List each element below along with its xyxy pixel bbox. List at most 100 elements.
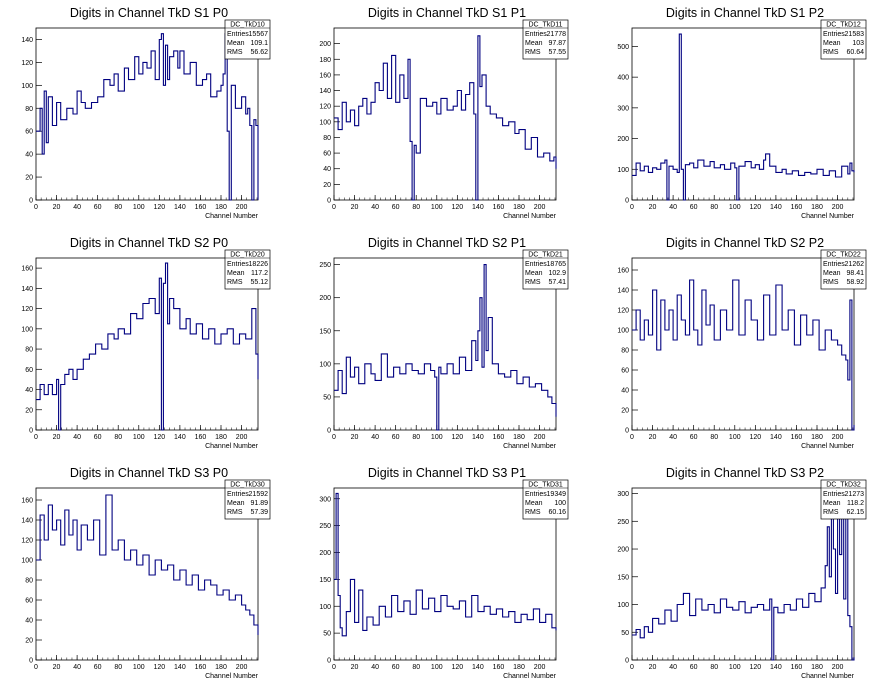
x-tick-label: 160 — [791, 434, 803, 441]
x-tick-label: 180 — [513, 434, 525, 441]
stats-value-rms: 57.55 — [548, 49, 566, 56]
y-tick-label: 120 — [617, 308, 629, 315]
x-tick-label: 120 — [451, 204, 463, 211]
y-tick-label: 0 — [327, 658, 331, 665]
histogram-pad-6: Digits in Channel TkD S2 P2 0 20 40 60 80 100 1… — [596, 230, 894, 460]
plot-title: Digits in Channel TkD S1 P1 — [368, 6, 526, 20]
x-tick-label: 200 — [236, 664, 248, 671]
x-tick-label: 40 — [371, 204, 379, 211]
x-tick-label: 20 — [649, 434, 657, 441]
y-tick-label: 100 — [21, 326, 33, 333]
stats-value-mean: 97.87 — [548, 40, 566, 47]
y-tick-label: 140 — [319, 88, 331, 95]
stats-box — [224, 19, 271, 60]
histogram-pad-4: Digits in Channel TkD S2 P0 0 20 40 60 80 100 1… — [0, 230, 298, 460]
stats-box — [522, 479, 569, 520]
histogram-svg: Digits in Channel TkD S1 P2 0 20 40 60 80 100 1… — [617, 6, 867, 220]
y-tick-label: 150 — [319, 328, 331, 335]
y-tick-label: 50 — [323, 394, 331, 401]
x-tick-label: 40 — [371, 664, 379, 671]
stats-value-mean: 91.89 — [250, 500, 268, 507]
x-tick-label: 0 — [34, 664, 38, 671]
x-axis-label: Channel Number — [801, 213, 855, 220]
y-tick-label: 20 — [25, 407, 33, 414]
histogram-svg: Digits in Channel TkD S1 P0 0 20 40 60 80 100 1… — [21, 6, 271, 220]
x-tick-label: 100 — [729, 664, 741, 671]
x-tick-label: 0 — [34, 434, 38, 441]
y-tick-label: 160 — [21, 498, 33, 505]
x-tick-label: 20 — [351, 664, 359, 671]
stats-value-rms: 56.62 — [250, 49, 268, 56]
y-tick-label: 40 — [25, 618, 33, 625]
x-axis-label: Channel Number — [503, 443, 557, 450]
x-tick-label: 120 — [451, 664, 463, 671]
stats-label-entries: Entries — [823, 261, 845, 268]
x-tick-label: 40 — [669, 204, 677, 211]
x-tick-label: 40 — [669, 434, 677, 441]
x-tick-label: 40 — [669, 664, 677, 671]
plot-frame — [35, 257, 259, 431]
y-tick-label: 0 — [625, 428, 629, 435]
histogram-series-line — [36, 262, 259, 431]
stats-name: DC_TkD10 — [230, 22, 265, 29]
x-tick-label: 0 — [34, 204, 38, 211]
x-tick-label: 80 — [710, 664, 718, 671]
y-tick-label: 300 — [617, 491, 629, 498]
x-tick-label: 20 — [351, 434, 359, 441]
plot-title: Digits in Channel TkD S3 P2 — [666, 466, 824, 480]
y-tick-label: 80 — [25, 106, 33, 113]
x-tick-label: 0 — [332, 434, 336, 441]
plot-frame — [631, 487, 855, 661]
stats-value-mean: 103 — [852, 40, 864, 47]
y-tick-label: 0 — [29, 428, 33, 435]
y-tick-label: 120 — [21, 60, 33, 67]
x-axis-label: Channel Number — [801, 443, 855, 450]
stats-label-rms: RMS — [227, 49, 243, 56]
y-tick-label: 50 — [621, 630, 629, 637]
x-tick-label: 140 — [770, 664, 782, 671]
histogram-pad-5: Digits in Channel TkD S2 P1 0 20 40 60 80 100 1… — [298, 230, 596, 460]
y-tick-label: 60 — [25, 598, 33, 605]
y-tick-label: 60 — [323, 151, 331, 158]
stats-name: DC_TkD20 — [230, 252, 265, 259]
histogram-series-line — [632, 492, 855, 661]
x-tick-label: 80 — [114, 434, 122, 441]
stats-value-entries: 21273 — [845, 491, 865, 498]
x-tick-label: 200 — [534, 204, 546, 211]
y-tick-label: 100 — [617, 328, 629, 335]
x-tick-label: 60 — [690, 664, 698, 671]
plot-title: Digits in Channel TkD S2 P1 — [368, 236, 526, 250]
x-tick-label: 120 — [153, 434, 165, 441]
x-tick-label: 100 — [133, 204, 145, 211]
stats-label-mean: Mean — [525, 40, 543, 47]
x-tick-label: 60 — [690, 204, 698, 211]
stats-label-rms: RMS — [823, 279, 839, 286]
x-tick-label: 40 — [73, 664, 81, 671]
x-axis-label: Channel Number — [205, 673, 259, 680]
x-tick-label: 0 — [630, 664, 634, 671]
stats-label-mean: Mean — [227, 40, 245, 47]
y-tick-label: 150 — [617, 574, 629, 581]
x-tick-label: 200 — [832, 434, 844, 441]
plot-frame — [333, 257, 557, 431]
y-tick-label: 200 — [617, 547, 629, 554]
x-tick-label: 0 — [332, 664, 336, 671]
histogram-svg: Digits in Channel TkD S2 P1 0 20 40 60 80 100 1… — [319, 236, 569, 450]
stats-label-rms: RMS — [525, 49, 541, 56]
x-tick-label: 100 — [729, 204, 741, 211]
y-tick-label: 160 — [319, 72, 331, 79]
plot-frame — [35, 27, 259, 201]
x-axis-label: Channel Number — [503, 213, 557, 220]
x-tick-label: 140 — [770, 204, 782, 211]
x-tick-label: 120 — [749, 434, 761, 441]
y-tick-label: 0 — [29, 658, 33, 665]
histogram-pad-9: Digits in Channel TkD S3 P2 0 20 40 60 80 100 1… — [596, 460, 894, 690]
y-tick-label: 200 — [319, 41, 331, 48]
stats-value-rms: 55.12 — [250, 279, 268, 286]
stats-box — [224, 249, 271, 290]
stats-label-entries: Entries — [525, 31, 547, 38]
x-tick-label: 180 — [215, 434, 227, 441]
stats-name: DC_TkD12 — [826, 22, 861, 29]
histogram-series-line — [632, 279, 855, 431]
